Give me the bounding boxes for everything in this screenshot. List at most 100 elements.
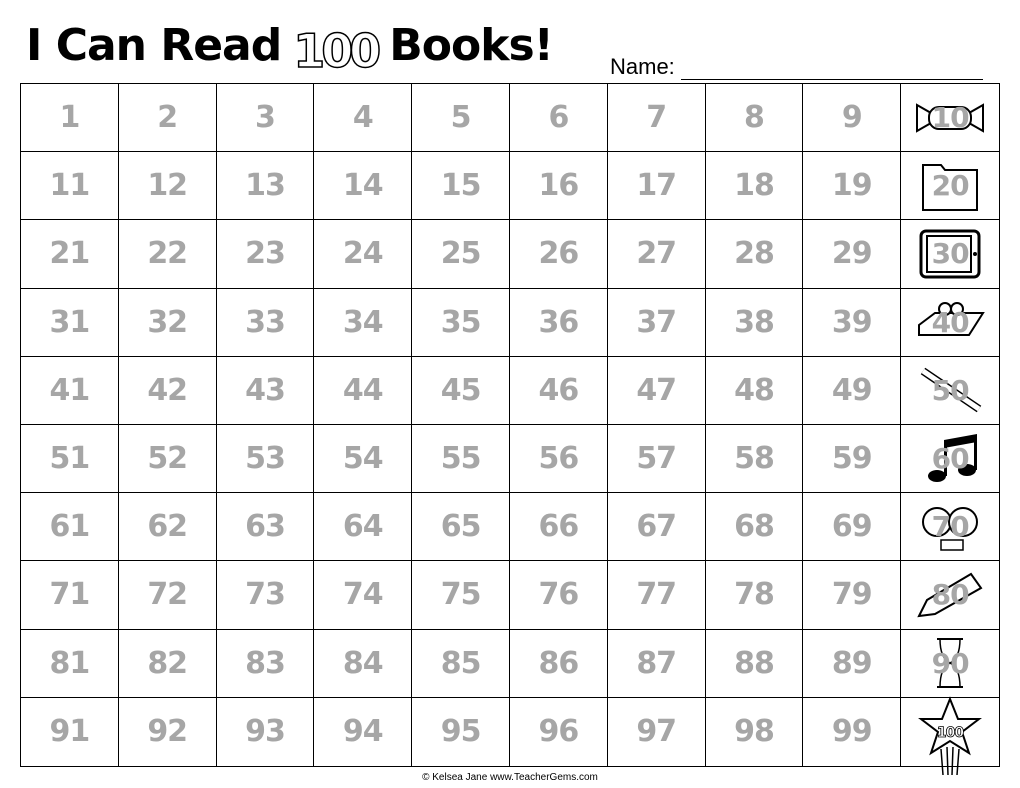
book-cell-70[interactable]: 70 [901,493,999,562]
book-cell-92[interactable]: 92 [119,697,217,766]
book-cell-53[interactable]: 53 [216,424,315,494]
book-cell-49[interactable]: 49 [803,356,902,425]
book-cell-100[interactable]: 100 [901,696,999,775]
book-cell-56[interactable]: 56 [510,424,608,494]
book-cell-84[interactable]: 84 [314,629,413,698]
book-cell-87[interactable]: 87 [607,629,706,698]
book-cell-75[interactable]: 75 [412,561,510,630]
book-cell-28[interactable]: 28 [705,220,804,289]
book-cell-62[interactable]: 62 [118,493,217,562]
book-cell-3[interactable]: 3 [216,84,315,153]
book-cell-63[interactable]: 63 [216,493,315,562]
book-cell-78[interactable]: 78 [705,561,804,630]
book-cell-97[interactable]: 97 [608,697,706,766]
book-cell-82[interactable]: 82 [118,629,217,698]
book-cell-85[interactable]: 85 [412,629,510,698]
book-cell-57[interactable]: 57 [607,424,706,494]
book-cell-98[interactable]: 98 [706,697,804,766]
book-cell-90[interactable]: 90 [901,630,999,698]
book-cell-81[interactable]: 81 [21,629,119,698]
book-cell-26[interactable]: 26 [510,220,608,289]
book-cell-59[interactable]: 59 [803,424,902,494]
book-cell-19[interactable]: 19 [803,152,902,221]
book-cell-16[interactable]: 16 [510,152,608,221]
book-cell-55[interactable]: 55 [412,424,510,494]
book-cell-10[interactable]: 10 [901,84,999,153]
book-cell-24[interactable]: 24 [314,220,413,289]
name-field[interactable]: Name: [610,54,983,80]
book-cell-74[interactable]: 74 [314,561,413,630]
book-cell-38[interactable]: 38 [705,288,804,357]
book-cell-52[interactable]: 52 [118,424,217,494]
book-cell-67[interactable]: 67 [607,493,706,562]
book-cell-68[interactable]: 68 [705,493,804,562]
book-cell-23[interactable]: 23 [216,220,315,289]
book-cell-33[interactable]: 33 [216,288,315,357]
book-cell-83[interactable]: 83 [216,629,315,698]
book-cell-61[interactable]: 61 [21,493,119,562]
book-cell-95[interactable]: 95 [412,697,510,766]
book-cell-32[interactable]: 32 [118,288,217,357]
book-cell-54[interactable]: 54 [314,424,413,494]
book-cell-44[interactable]: 44 [314,356,413,425]
book-cell-1[interactable]: 1 [21,84,119,153]
book-cell-41[interactable]: 41 [21,356,119,425]
book-cell-22[interactable]: 22 [118,220,217,289]
book-cell-65[interactable]: 65 [412,493,510,562]
book-cell-76[interactable]: 76 [510,561,608,630]
book-cell-36[interactable]: 36 [510,288,608,357]
book-cell-37[interactable]: 37 [607,288,706,357]
name-line[interactable] [680,57,983,80]
book-cell-77[interactable]: 77 [607,561,706,630]
book-cell-64[interactable]: 64 [314,493,413,562]
book-cell-73[interactable]: 73 [216,561,315,630]
book-cell-9[interactable]: 9 [803,84,902,153]
book-cell-91[interactable]: 91 [21,697,119,766]
book-cell-39[interactable]: 39 [803,288,902,357]
book-cell-34[interactable]: 34 [314,288,413,357]
book-cell-35[interactable]: 35 [412,288,510,357]
book-cell-45[interactable]: 45 [412,356,510,425]
book-cell-93[interactable]: 93 [217,697,315,766]
book-cell-4[interactable]: 4 [314,84,413,153]
book-cell-69[interactable]: 69 [803,493,902,562]
book-cell-71[interactable]: 71 [21,561,119,630]
book-cell-86[interactable]: 86 [510,629,608,698]
book-cell-6[interactable]: 6 [510,84,608,153]
book-cell-12[interactable]: 12 [118,152,217,221]
book-cell-51[interactable]: 51 [21,424,119,494]
book-cell-46[interactable]: 46 [510,356,608,425]
book-cell-2[interactable]: 2 [118,84,217,153]
book-cell-17[interactable]: 17 [607,152,706,221]
book-cell-94[interactable]: 94 [314,697,413,766]
book-cell-15[interactable]: 15 [412,152,510,221]
book-cell-43[interactable]: 43 [216,356,315,425]
book-cell-20[interactable]: 20 [901,152,999,221]
book-cell-48[interactable]: 48 [705,356,804,425]
book-cell-18[interactable]: 18 [705,152,804,221]
book-cell-99[interactable]: 99 [803,697,902,766]
book-cell-31[interactable]: 31 [21,288,119,357]
book-cell-8[interactable]: 8 [705,84,804,153]
book-cell-89[interactable]: 89 [803,629,902,698]
book-cell-66[interactable]: 66 [510,493,608,562]
book-cell-5[interactable]: 5 [412,84,510,153]
book-cell-7[interactable]: 7 [607,84,706,153]
book-cell-27[interactable]: 27 [607,220,706,289]
book-cell-30[interactable]: 30 [901,220,999,289]
book-cell-50[interactable]: 50 [901,357,999,425]
book-cell-25[interactable]: 25 [412,220,510,289]
book-cell-47[interactable]: 47 [607,356,706,425]
book-cell-79[interactable]: 79 [803,561,902,630]
book-cell-40[interactable]: 40 [901,289,999,357]
book-cell-11[interactable]: 11 [21,152,119,221]
book-cell-72[interactable]: 72 [118,561,217,630]
book-cell-80[interactable]: 80 [901,561,999,630]
book-cell-21[interactable]: 21 [21,220,119,289]
book-cell-42[interactable]: 42 [118,356,217,425]
book-cell-13[interactable]: 13 [216,152,315,221]
book-cell-58[interactable]: 58 [705,424,804,494]
book-cell-14[interactable]: 14 [314,152,413,221]
book-cell-88[interactable]: 88 [705,629,804,698]
book-cell-96[interactable]: 96 [510,697,608,766]
